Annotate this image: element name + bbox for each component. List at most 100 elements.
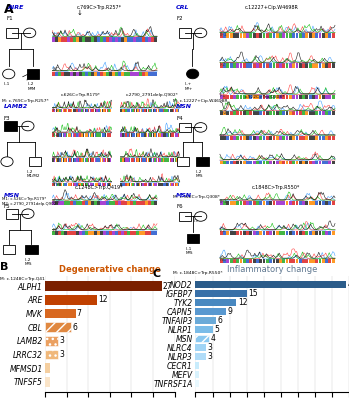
FancyBboxPatch shape [61,158,62,162]
Text: A: A [3,3,13,16]
FancyBboxPatch shape [106,109,108,112]
FancyBboxPatch shape [127,201,130,205]
FancyBboxPatch shape [61,201,64,205]
FancyBboxPatch shape [289,230,292,234]
FancyBboxPatch shape [305,161,308,164]
FancyBboxPatch shape [230,33,232,38]
FancyBboxPatch shape [56,158,57,162]
FancyBboxPatch shape [256,95,259,99]
FancyBboxPatch shape [62,183,64,186]
FancyBboxPatch shape [151,230,154,234]
Text: 12: 12 [238,298,247,307]
FancyBboxPatch shape [220,33,223,38]
FancyBboxPatch shape [276,33,279,38]
FancyBboxPatch shape [223,136,226,140]
FancyBboxPatch shape [66,183,67,186]
Bar [195,326,213,333]
FancyBboxPatch shape [233,64,236,68]
FancyBboxPatch shape [61,230,64,234]
Bar [45,281,162,291]
FancyBboxPatch shape [88,72,91,76]
FancyBboxPatch shape [220,161,223,164]
FancyBboxPatch shape [250,161,252,164]
FancyBboxPatch shape [68,133,69,137]
FancyBboxPatch shape [144,133,146,137]
FancyBboxPatch shape [273,161,275,164]
Text: II-1
M/S: II-1 M/S [186,246,193,255]
FancyBboxPatch shape [103,72,106,76]
FancyBboxPatch shape [91,183,93,186]
FancyBboxPatch shape [282,201,285,205]
FancyBboxPatch shape [73,201,76,205]
FancyBboxPatch shape [227,136,229,140]
FancyBboxPatch shape [80,183,81,186]
FancyBboxPatch shape [328,201,331,205]
Text: MSN: MSN [176,104,192,109]
FancyBboxPatch shape [240,111,243,115]
FancyBboxPatch shape [312,64,315,68]
FancyBboxPatch shape [243,111,246,115]
FancyBboxPatch shape [253,64,255,68]
Text: F6: F6 [176,204,183,209]
Text: 5: 5 [214,325,219,334]
FancyBboxPatch shape [96,183,98,186]
FancyBboxPatch shape [170,109,171,112]
Text: II-+
M/+: II-+ M/+ [185,82,193,91]
FancyBboxPatch shape [93,158,95,162]
FancyBboxPatch shape [305,64,308,68]
FancyBboxPatch shape [124,201,127,205]
FancyBboxPatch shape [168,183,169,186]
Text: M1: c.526C>Trp.R179*
M2: c.2790_2791delp.Q902*: M1: c.526C>Trp.R179* M2: c.2790_2791delp… [2,197,58,206]
FancyBboxPatch shape [259,230,262,234]
FancyBboxPatch shape [159,158,161,162]
FancyBboxPatch shape [120,109,122,112]
FancyBboxPatch shape [246,95,249,99]
Text: LAMB2: LAMB2 [3,104,28,109]
FancyBboxPatch shape [173,109,174,112]
Text: M: c.922C>Trp.Q308*: M: c.922C>Trp.Q308* [173,194,220,198]
Text: MSN: MSN [3,193,20,198]
FancyBboxPatch shape [122,158,124,162]
FancyBboxPatch shape [227,161,229,164]
FancyBboxPatch shape [94,230,97,234]
Circle shape [1,157,13,166]
FancyBboxPatch shape [322,95,325,99]
FancyBboxPatch shape [220,111,223,115]
FancyBboxPatch shape [81,158,83,162]
Text: c.12227+Cip.W4698R: c.12227+Cip.W4698R [244,6,298,10]
FancyBboxPatch shape [64,183,66,186]
FancyBboxPatch shape [110,183,111,186]
FancyBboxPatch shape [282,230,285,234]
FancyBboxPatch shape [223,230,226,234]
FancyBboxPatch shape [62,109,64,112]
FancyBboxPatch shape [59,158,61,162]
FancyBboxPatch shape [243,201,246,205]
FancyBboxPatch shape [69,133,71,137]
FancyBboxPatch shape [61,133,62,137]
FancyBboxPatch shape [138,183,139,186]
FancyBboxPatch shape [253,95,255,99]
FancyBboxPatch shape [305,230,308,234]
FancyBboxPatch shape [279,33,282,38]
FancyBboxPatch shape [276,136,279,140]
FancyBboxPatch shape [256,230,259,234]
FancyBboxPatch shape [98,158,99,162]
FancyBboxPatch shape [73,158,74,162]
FancyBboxPatch shape [243,64,246,68]
FancyBboxPatch shape [166,109,168,112]
Circle shape [195,212,207,221]
FancyBboxPatch shape [233,33,236,38]
FancyBboxPatch shape [266,136,269,140]
FancyBboxPatch shape [108,158,110,162]
Bar [45,336,58,346]
FancyBboxPatch shape [122,183,124,186]
FancyBboxPatch shape [134,183,135,186]
FancyBboxPatch shape [305,201,308,205]
FancyBboxPatch shape [91,38,94,42]
FancyBboxPatch shape [159,109,161,112]
FancyBboxPatch shape [269,230,272,234]
FancyBboxPatch shape [58,38,61,42]
FancyBboxPatch shape [282,64,285,68]
FancyBboxPatch shape [276,201,279,205]
FancyBboxPatch shape [250,111,252,115]
